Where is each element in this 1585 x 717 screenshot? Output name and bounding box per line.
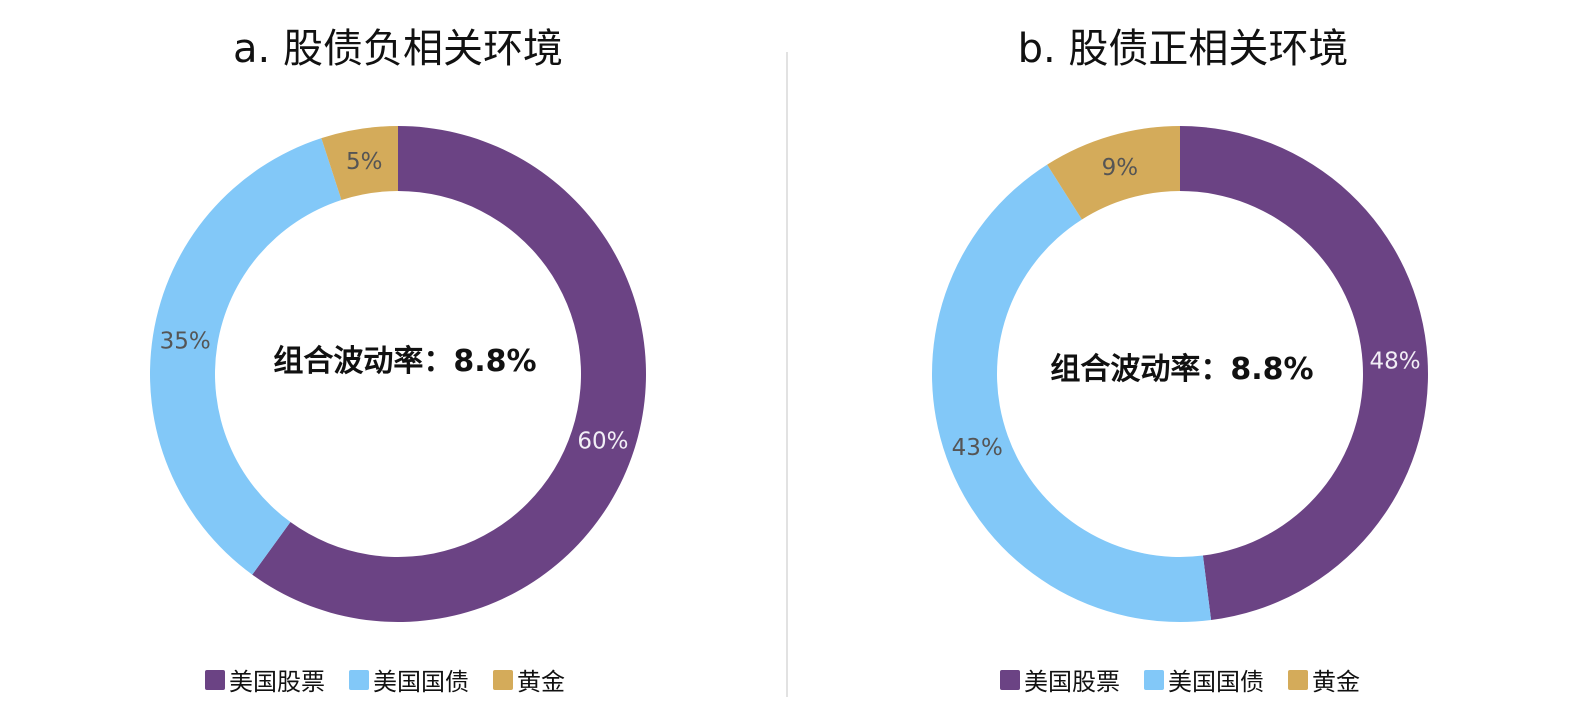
panel-divider (786, 52, 788, 697)
chart-panel-b: b. 股债正相关环境 48% 43% 9% 组合波动率：8.8% 美国股票 美国国债… (790, 0, 1570, 717)
legend-item-gold: 黄金 (1288, 662, 1360, 697)
legend-label-gold: 黄金 (1312, 668, 1360, 696)
legend-label-gold: 黄金 (517, 668, 565, 696)
donut-a-value-label-bonds: 35% (160, 328, 211, 354)
donut-a-slices (150, 126, 647, 623)
donut-a-value-label-stocks: 60% (577, 429, 628, 455)
legend-swatch-stocks (1000, 669, 1020, 690)
chart-title-a: a. 股债负相关环境 (233, 26, 563, 72)
legend-b: 美国股票 美国国债 黄金 (1000, 662, 1360, 697)
donut-b-value-label-gold: 9% (1102, 155, 1139, 181)
legend-label-bonds: 美国国债 (373, 668, 469, 696)
donut-b-value-label-bonds: 43% (952, 435, 1003, 461)
donut-chart-a: 60% 35% 5% 组合波动率：8.8% (150, 126, 647, 623)
legend-item-stocks: 美国股票 (1000, 662, 1120, 697)
legend-label-stocks: 美国股票 (229, 668, 325, 696)
donut-b-value-label-stocks: 48% (1370, 348, 1421, 374)
legend-a: 美国股票 美国国债 黄金 (205, 662, 565, 697)
chart-panel-a: a. 股债负相关环境 60% 35% 5% 组合波动率：8.8% 美国股票 美国国债… (0, 0, 780, 717)
chart-title-b: b. 股债正相关环境 (1017, 26, 1349, 72)
legend-item-bonds: 美国国债 (349, 662, 469, 697)
donut-a-value-label-gold: 5% (346, 149, 383, 175)
donut-chart-b: 48% 43% 9% 组合波动率：8.8% (932, 126, 1428, 622)
donut-a-labels: 60% 35% 5% (160, 149, 629, 454)
center-label-a: 组合波动率：8.8% (273, 344, 536, 379)
donut-a-slice-stocks (252, 126, 647, 623)
legend-swatch-stocks (205, 669, 225, 690)
donut-b-labels: 48% 43% 9% (952, 155, 1421, 461)
legend-swatch-gold (493, 669, 513, 690)
center-label-b: 组合波动率：8.8% (1050, 352, 1313, 387)
legend-swatch-bonds (349, 669, 369, 690)
donut-b-slice-gold (1047, 126, 1180, 220)
donut-b-slice-stocks (1180, 126, 1428, 621)
legend-swatch-bonds (1144, 669, 1164, 690)
donut-a-slice-bonds (150, 138, 342, 575)
donut-b-slices (932, 126, 1428, 622)
legend-item-stocks: 美国股票 (205, 662, 325, 697)
donut-b-slice-bonds (932, 164, 1212, 622)
legend-label-stocks: 美国股票 (1024, 668, 1120, 696)
legend-item-bonds: 美国国债 (1144, 662, 1264, 697)
donut-a-slice-gold (321, 126, 398, 200)
legend-item-gold: 黄金 (493, 662, 565, 697)
legend-label-bonds: 美国国债 (1168, 668, 1264, 696)
legend-swatch-gold (1288, 669, 1308, 690)
